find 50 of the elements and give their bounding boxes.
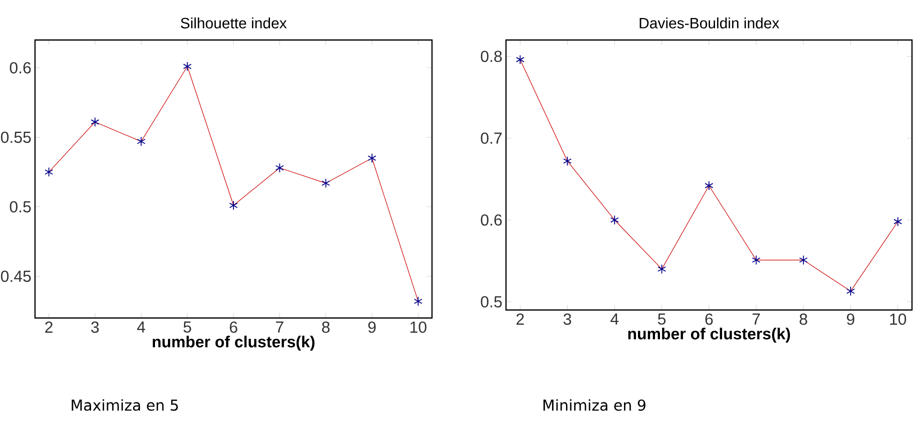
point — [368, 153, 376, 163]
x-tick-label: 8 — [322, 322, 330, 333]
x-tick-label: 9 — [368, 322, 376, 333]
point — [183, 62, 192, 72]
y-tick-label: 0.55 — [0, 132, 31, 143]
x-tick-label: 5 — [658, 314, 666, 325]
x-tick-label: 7 — [276, 322, 284, 333]
y-tick-label: 0.7 — [480, 132, 502, 144]
x-tick-label: 7 — [752, 314, 760, 325]
x-tick-label: 3 — [91, 322, 99, 333]
point — [229, 200, 238, 210]
point — [563, 156, 572, 166]
x-tick-label: 8 — [800, 314, 808, 325]
point — [516, 54, 524, 64]
point — [414, 296, 422, 306]
x-tick-label: 6 — [705, 314, 713, 325]
point — [610, 215, 619, 225]
x-axis-title: number of clusters(k) — [628, 328, 790, 343]
y-tick-label: 0.8 — [480, 50, 502, 62]
point — [90, 117, 100, 127]
y-tick-label: 0.6 — [10, 62, 31, 74]
text: Maximiza en 5 — [72, 399, 178, 411]
y-tick-label: 0.5 — [480, 296, 502, 308]
text: Minimiza en 9 — [543, 399, 646, 411]
point — [658, 264, 666, 274]
chart-title: Davies-Bouldin index — [640, 17, 780, 28]
x-tick-label: 6 — [230, 322, 238, 333]
point — [322, 178, 330, 188]
x-tick-label: 4 — [610, 314, 619, 325]
point — [44, 167, 54, 177]
y-tick-label: 0.45 — [0, 270, 31, 282]
point — [704, 180, 714, 190]
chart-title: Silhouette index — [180, 17, 287, 28]
y-tick-label: 0.6 — [480, 214, 502, 226]
point — [799, 255, 808, 265]
y-tick-label: 0.5 — [10, 201, 31, 212]
x-tick-label: 10 — [410, 322, 426, 333]
point — [894, 216, 902, 226]
point — [275, 163, 284, 173]
x-tick-label: 10 — [890, 314, 906, 325]
x-axis-title: number of clusters(k) — [152, 336, 314, 351]
point — [752, 255, 760, 265]
x-tick-label: 5 — [184, 322, 192, 333]
point — [136, 136, 146, 146]
point — [846, 286, 855, 296]
x-tick-label: 2 — [45, 322, 52, 333]
x-tick-label: 4 — [137, 322, 146, 333]
x-tick-label: 9 — [846, 314, 854, 325]
x-tick-label: 2 — [516, 314, 524, 325]
x-tick-label: 3 — [564, 314, 572, 325]
